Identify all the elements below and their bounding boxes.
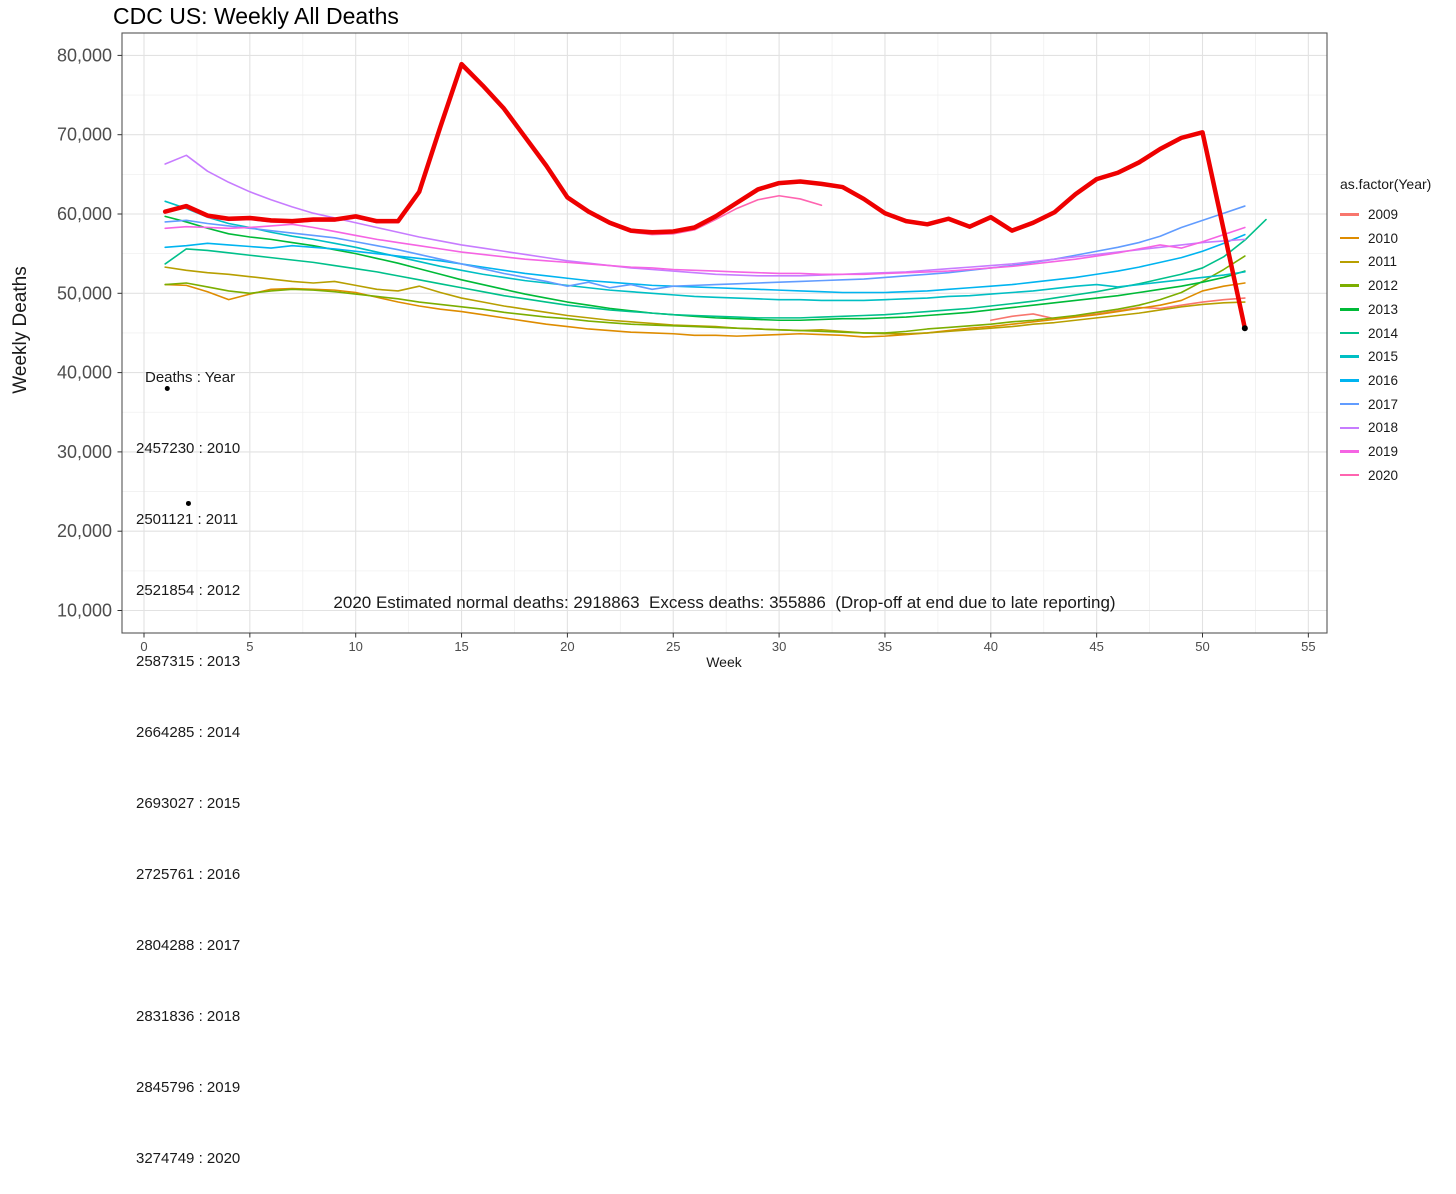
annotation-line: Deaths : Year: [145, 369, 236, 387]
legend-entry-2015: 2015: [1340, 348, 1398, 365]
chart-title: CDC US: Weekly All Deaths: [113, 3, 399, 29]
x-tick-label: 45: [1089, 639, 1103, 654]
legend-label: 2011: [1368, 254, 1398, 270]
series-line-2010: [164, 282, 1246, 338]
legend-label: 2019: [1368, 444, 1399, 459]
annotation-line: 3274749 : 2020: [136, 1149, 241, 1167]
legend-entry-2018: 2018: [1340, 419, 1398, 436]
annotation-line: 2501121 : 2011: [136, 511, 239, 529]
x-tick-label: 20: [560, 639, 574, 654]
legend-key-line: [1340, 473, 1359, 477]
legend-key-line: [1340, 308, 1359, 311]
x-tick-label: 50: [1195, 639, 1209, 654]
axis-ticks: [117, 54, 1309, 638]
legend-label: 2013: [1368, 301, 1399, 317]
x-tick-label: 35: [878, 639, 892, 654]
legend-key-line: [1340, 355, 1359, 358]
annotation-line: 2664285 : 2014: [136, 724, 241, 742]
legend-entry-2012: 2012: [1340, 277, 1398, 294]
legend-label: 2018: [1368, 420, 1399, 436]
annotation-line: 2587315 : 2013: [136, 653, 241, 671]
y-tick-label: 70,000: [57, 125, 112, 145]
data-point: [1241, 325, 1248, 332]
annotation-line: 2693027 : 2015: [136, 795, 241, 813]
legend-label: 2020: [1368, 467, 1399, 483]
legend-key-line: [1340, 284, 1359, 287]
legend-entry-2020: 2020: [1340, 467, 1398, 484]
series-line-2019: [164, 223, 1246, 276]
legend-label: 2010: [1368, 230, 1399, 246]
series-line-2013: [164, 215, 1246, 322]
y-tick-label: 20,000: [57, 521, 112, 541]
annotation-line: 2521854 : 2012: [136, 582, 241, 600]
legend-title: as.factor(Year): [1340, 176, 1432, 192]
series-line-2016: [164, 233, 1246, 294]
x-axis-title: Week: [706, 654, 742, 670]
series-line-2015: [164, 200, 1246, 302]
legend-label: 2014: [1368, 325, 1399, 341]
legend-label: 2016: [1368, 372, 1399, 388]
deaths-by-year-annotation: Deaths : Year 2457230 : 2010 2501121 : 2…: [136, 319, 240, 1194]
legend: as.factor(Year) 2009 2010 2011 2012 2013 2014…: [1338, 176, 1456, 483]
panel-border: [121, 32, 1328, 634]
plot-panel: 0 5 10 15 20 25 30 35 40 45 50 55 10,000 20,000 30,000…: [57, 32, 1328, 654]
annotation-line: 2725761 : 2016: [136, 866, 241, 884]
legend-label: 2012: [1368, 278, 1399, 294]
legend-label: 2009: [1368, 207, 1399, 222]
legend-key-line: [1340, 402, 1359, 406]
y-tick-label: 50,000: [57, 283, 112, 303]
legend-key-line: [1340, 426, 1359, 430]
legend-key-line: [1340, 331, 1359, 335]
legend-entry-2019: 2019: [1340, 443, 1398, 460]
minor-gridlines: [122, 33, 1327, 633]
x-tick-label: 25: [666, 639, 680, 654]
legend-entry-2013: 2013: [1340, 301, 1398, 318]
legend-entry-2010: 2010: [1340, 230, 1398, 247]
legend-label: 2015: [1368, 349, 1399, 365]
legend-key-line: [1340, 213, 1359, 216]
legend-key-line: [1340, 450, 1359, 453]
legend-entry-2017: 2017: [1340, 396, 1398, 413]
annotation-line: 2831836 : 2018: [136, 1008, 241, 1026]
legend-entry-2014: 2014: [1340, 325, 1398, 342]
legend-key-line: [1340, 236, 1359, 240]
data-point: [164, 385, 170, 391]
y-tick-label: 10,000: [57, 601, 112, 621]
y-tick-label: 80,000: [57, 45, 112, 65]
y-tick-label: 40,000: [57, 363, 112, 383]
legend-entry-2016: 2016: [1340, 372, 1398, 389]
x-tick-label: 15: [454, 639, 468, 654]
x-tick-label: 10: [348, 639, 362, 654]
annotation-line: 2457230 : 2010: [136, 440, 241, 458]
data-point: [185, 500, 191, 506]
legend-label: 2017: [1368, 396, 1399, 412]
y-tick-label: 30,000: [57, 442, 112, 462]
legend-entry-2009: 2009: [1340, 206, 1398, 223]
series-line-2012: [164, 255, 1246, 334]
y-tick-label: 60,000: [57, 204, 112, 224]
legend-key-line: [1340, 379, 1359, 382]
x-tick-label: 0: [140, 639, 147, 654]
series-line-2014: [164, 218, 1267, 319]
series-line-2020-thick-red-overlay: [162, 61, 1248, 331]
x-tick-label: 30: [772, 639, 786, 654]
legend-entry-2011: 2011: [1340, 253, 1397, 270]
legend-key-line: [1340, 260, 1359, 264]
x-tick-label: 55: [1301, 639, 1315, 654]
annotation-line: 2804288 : 2017: [136, 937, 241, 955]
excess-deaths-annotation: 2020 Estimated normal deaths: 2918863 Ex…: [333, 593, 1116, 612]
annotation-line: 2845796 : 2019: [136, 1079, 241, 1096]
x-tick-label: 5: [246, 639, 253, 654]
x-tick-label: 40: [984, 639, 998, 654]
